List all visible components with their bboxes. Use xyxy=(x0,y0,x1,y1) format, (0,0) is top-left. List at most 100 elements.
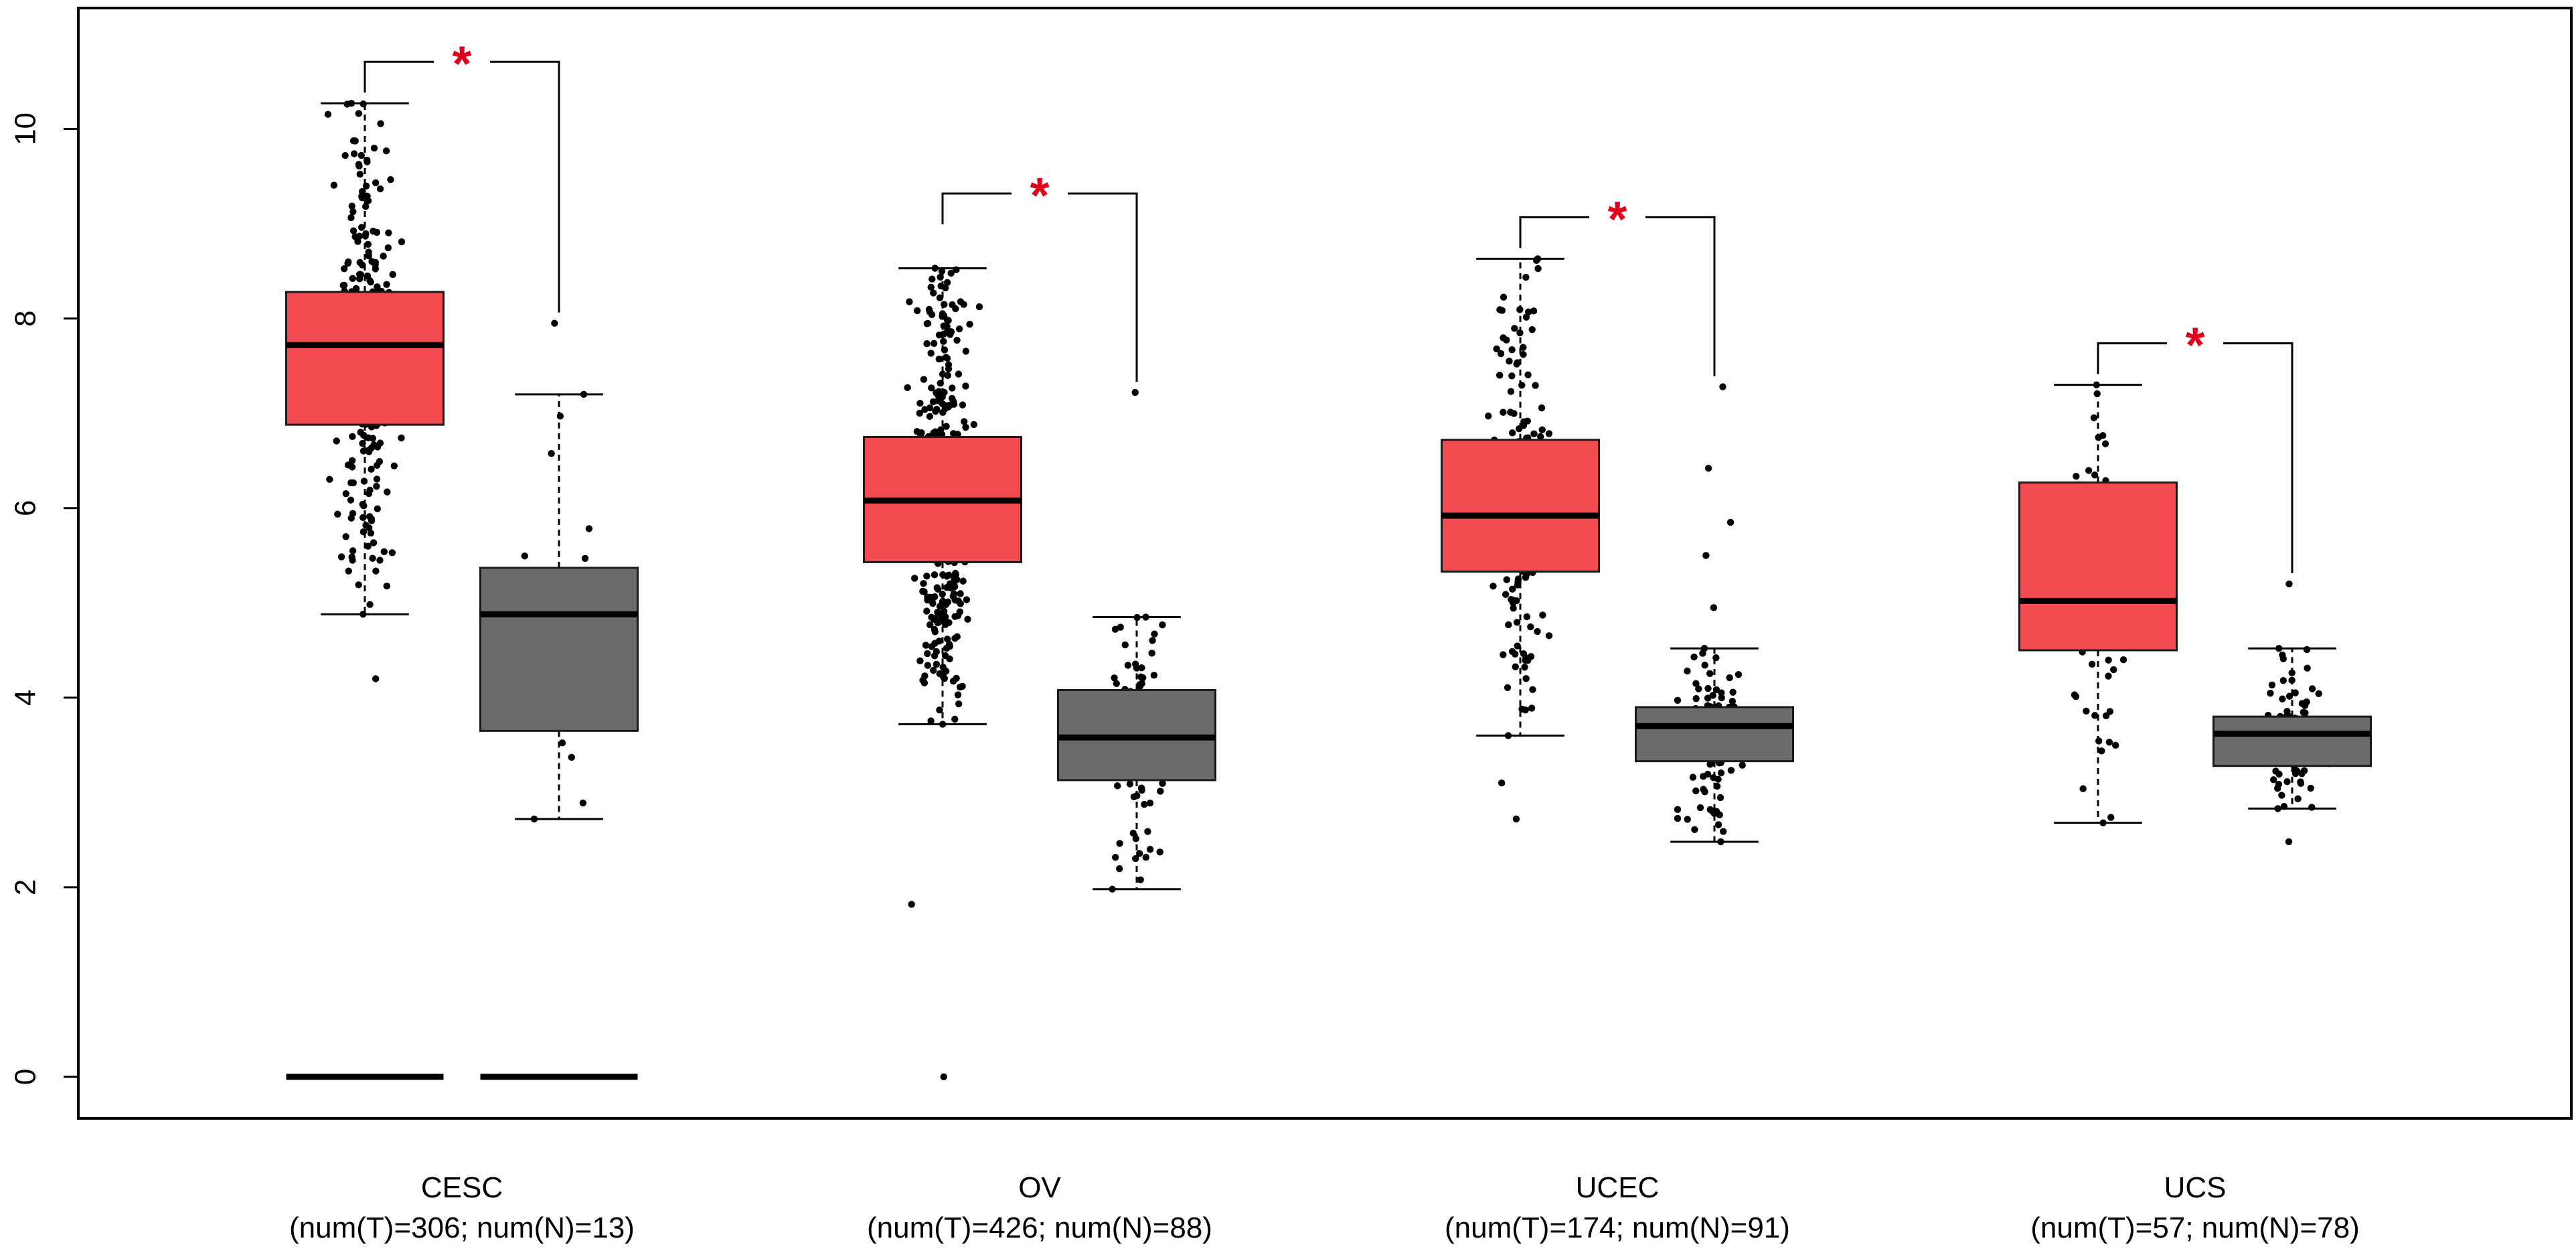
data-point xyxy=(970,421,978,429)
y-tick-label: 2 xyxy=(9,879,42,895)
y-tick-label: 4 xyxy=(9,690,42,706)
data-point xyxy=(2268,681,2276,688)
data-point xyxy=(373,228,381,236)
x-tick-counts-ucec: (num(T)=174; num(N)=91) xyxy=(1445,1211,1790,1244)
data-point xyxy=(945,317,952,324)
data-point xyxy=(2307,784,2314,792)
plot-frame xyxy=(77,7,2573,1120)
box-ucec-tumor xyxy=(1441,257,1600,737)
data-point xyxy=(920,588,928,595)
data-point xyxy=(913,428,921,435)
data-point xyxy=(939,599,947,607)
data-point xyxy=(1497,350,1505,358)
data-point xyxy=(360,502,368,510)
data-point xyxy=(939,393,946,400)
data-point xyxy=(2091,471,2099,479)
data-point xyxy=(1545,632,1553,640)
data-point xyxy=(357,224,366,231)
iqr-box xyxy=(2212,715,2372,767)
data-point xyxy=(2079,785,2087,792)
data-point xyxy=(1159,780,1166,788)
data-point xyxy=(926,413,934,421)
data-point xyxy=(963,596,971,603)
data-point xyxy=(1111,674,1118,682)
data-point xyxy=(387,175,394,183)
data-point xyxy=(959,401,967,409)
data-point xyxy=(1674,696,1682,704)
data-point xyxy=(348,457,356,464)
data-point xyxy=(1689,773,1697,781)
data-point xyxy=(924,662,931,669)
significance-ov: * xyxy=(941,167,1138,382)
data-point xyxy=(2291,689,2299,696)
data-point xyxy=(1674,806,1682,814)
data-point xyxy=(548,450,555,457)
data-point xyxy=(949,384,956,392)
y-tick-label: 10 xyxy=(9,113,42,145)
data-point xyxy=(943,423,950,430)
data-point xyxy=(932,408,939,415)
data-point xyxy=(347,496,355,504)
y-tick-label: 8 xyxy=(9,310,42,326)
data-point xyxy=(2304,664,2311,672)
data-point xyxy=(923,607,931,615)
data-point xyxy=(2279,676,2287,684)
data-point xyxy=(957,600,964,607)
data-point xyxy=(1545,430,1553,437)
data-point xyxy=(349,208,357,216)
data-point xyxy=(1735,671,1743,678)
data-point xyxy=(911,575,918,582)
data-point xyxy=(398,434,405,442)
data-point xyxy=(364,542,372,550)
data-point xyxy=(365,448,373,455)
data-point xyxy=(367,279,374,286)
data-point xyxy=(2090,414,2098,422)
data-point xyxy=(961,418,968,425)
data-point xyxy=(1532,382,1539,389)
data-point xyxy=(1714,821,1722,828)
data-point xyxy=(1503,336,1510,344)
data-point xyxy=(935,638,943,645)
data-point xyxy=(1508,429,1516,437)
data-point xyxy=(1146,846,1154,853)
significance-marker: * xyxy=(453,35,472,91)
data-point xyxy=(2278,792,2285,799)
points-ov-normal xyxy=(1107,388,1170,893)
data-point xyxy=(365,248,372,256)
data-point xyxy=(1727,767,1735,774)
data-point xyxy=(345,258,352,266)
data-point xyxy=(2285,838,2293,846)
significance-bracket xyxy=(941,192,1138,382)
data-point xyxy=(1508,346,1516,354)
data-point xyxy=(2285,580,2293,588)
data-point xyxy=(1116,865,1123,873)
data-point xyxy=(1490,583,1497,590)
data-point xyxy=(975,303,983,311)
data-point xyxy=(1538,426,1546,433)
data-point xyxy=(1493,345,1500,353)
data-point xyxy=(1726,674,1733,682)
data-point xyxy=(326,475,333,484)
data-point xyxy=(2085,467,2093,474)
data-point xyxy=(947,331,954,338)
data-point xyxy=(1514,359,1521,366)
data-point xyxy=(959,577,967,585)
data-point xyxy=(390,462,398,469)
data-point xyxy=(928,311,936,319)
data-point xyxy=(956,683,964,691)
data-point xyxy=(950,400,958,408)
data-point xyxy=(348,553,355,561)
data-point xyxy=(2105,739,2113,746)
data-point xyxy=(1139,674,1147,682)
data-point xyxy=(2106,708,2114,715)
data-point xyxy=(1149,637,1156,644)
x-axis-labels: CESC (num(T)=306; num(N)=13) OV (num(T)=426… xyxy=(289,1171,2360,1244)
data-point xyxy=(357,151,365,159)
data-point xyxy=(935,618,943,626)
data-point xyxy=(1716,794,1724,802)
data-point xyxy=(359,447,368,455)
data-point xyxy=(1695,685,1702,692)
data-point xyxy=(1701,788,1708,796)
data-point xyxy=(360,431,368,439)
data-point xyxy=(1498,779,1506,787)
